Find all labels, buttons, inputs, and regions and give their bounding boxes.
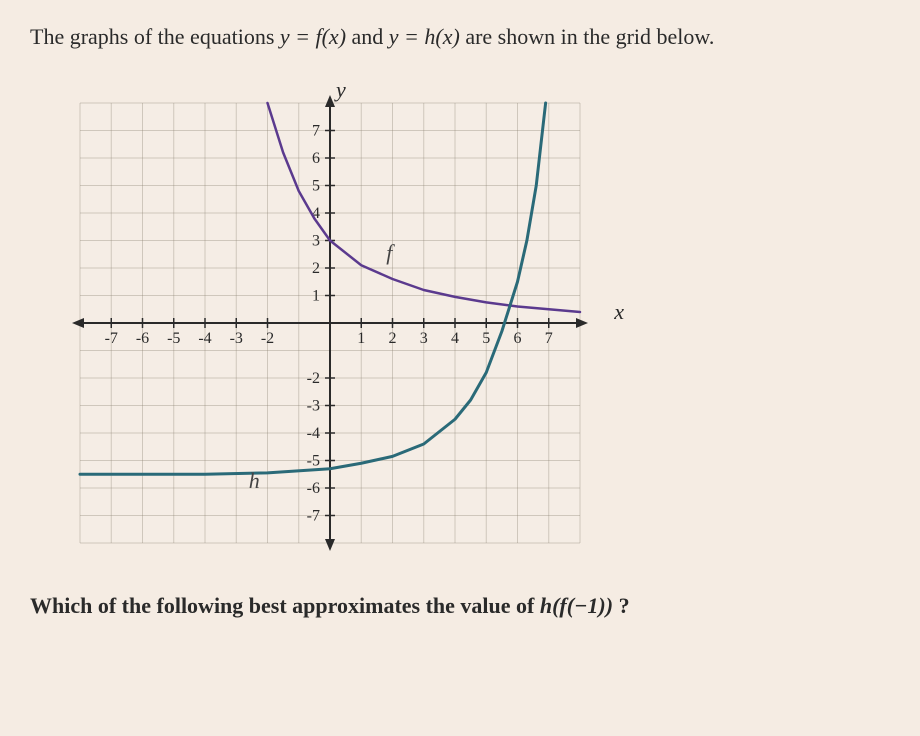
chart-svg: -7-6-5-4-3-21234567-7-6-5-4-3-21234567fh [60,83,600,563]
svg-text:-6: -6 [307,480,320,497]
final-expr: h(f(−1)) [540,593,613,618]
svg-text:h: h [249,468,260,493]
svg-text:5: 5 [312,178,320,195]
equation-h: y = h(x) [389,24,460,49]
svg-text:6: 6 [514,330,522,347]
question-mid: and [352,24,389,49]
svg-text:5: 5 [482,330,490,347]
final-prefix: Which of the following best approximates… [30,593,540,618]
svg-text:2: 2 [389,330,397,347]
svg-text:3: 3 [420,330,428,347]
svg-text:-5: -5 [167,330,180,347]
x-axis-label: x [614,299,624,325]
svg-text:-2: -2 [307,370,320,387]
question-prefix: The graphs of the equations [30,24,280,49]
svg-text:1: 1 [312,288,320,305]
svg-text:-7: -7 [307,508,320,525]
svg-text:7: 7 [545,330,553,347]
svg-text:3: 3 [312,233,320,250]
question-suffix: are shown in the grid below. [465,24,714,49]
svg-text:-2: -2 [261,330,274,347]
svg-text:6: 6 [312,150,320,167]
svg-text:-7: -7 [105,330,118,347]
svg-text:-4: -4 [198,330,211,347]
graph-grid: y x -7-6-5-4-3-21234567-7-6-5-4-3-212345… [60,83,600,563]
equation-f: y = f(x) [280,24,346,49]
svg-text:-3: -3 [230,330,243,347]
svg-text:-4: -4 [307,425,320,442]
final-suffix: ? [619,593,630,618]
svg-text:-6: -6 [136,330,149,347]
svg-text:-3: -3 [307,398,320,415]
final-question: Which of the following best approximates… [30,593,890,619]
svg-text:2: 2 [312,260,320,277]
question-intro: The graphs of the equations y = f(x) and… [30,20,890,53]
svg-text:4: 4 [451,330,459,347]
y-axis-label: y [336,77,346,103]
svg-text:-5: -5 [307,453,320,470]
svg-text:7: 7 [312,123,320,140]
svg-text:1: 1 [357,330,365,347]
